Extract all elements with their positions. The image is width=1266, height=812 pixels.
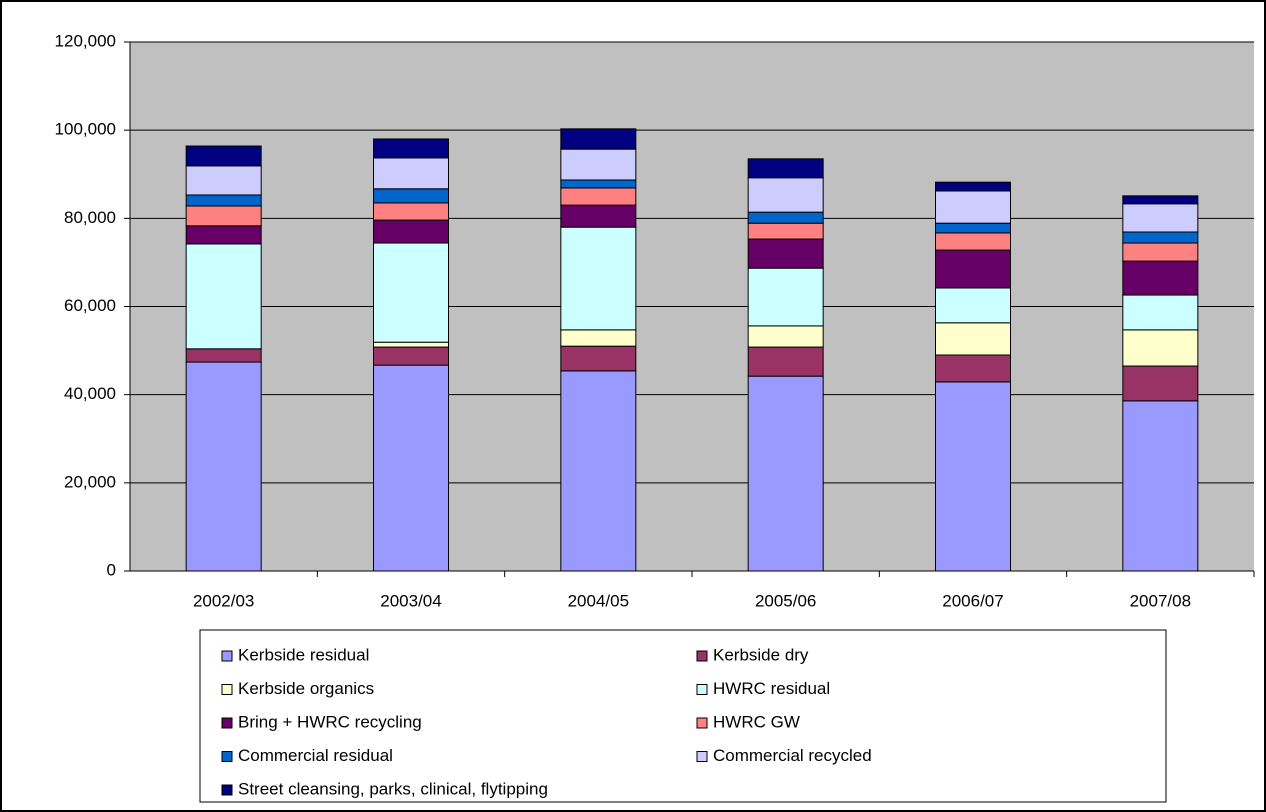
bar-segment bbox=[560, 187, 637, 206]
bar-segment bbox=[747, 158, 824, 179]
bar-segment bbox=[373, 341, 449, 348]
legend-swatch bbox=[221, 684, 233, 695]
bar-segment bbox=[560, 179, 637, 189]
legend-label: HWRC GW bbox=[713, 712, 800, 731]
y-tick-label: 80,000 bbox=[64, 208, 116, 227]
x-tick-label: 2006/07 bbox=[942, 591, 1003, 610]
x-tick-label: 2007/08 bbox=[1130, 591, 1191, 610]
legend-box bbox=[199, 629, 1167, 803]
y-tick-label: 0 bbox=[107, 560, 116, 579]
x-tick-label: 2002/03 bbox=[193, 591, 254, 610]
legend-label: Commercial residual bbox=[238, 746, 393, 765]
bar-segment bbox=[185, 225, 262, 245]
bar-segment bbox=[185, 165, 262, 196]
bar-segment bbox=[935, 190, 1011, 224]
bar-segment bbox=[560, 370, 637, 572]
bar-segment bbox=[373, 346, 449, 366]
bar-segment bbox=[560, 226, 637, 331]
bar-segment bbox=[747, 238, 824, 269]
bar-segment bbox=[747, 346, 824, 377]
bar-segment bbox=[935, 232, 1011, 251]
bar-segment bbox=[185, 205, 262, 227]
bar-segment bbox=[373, 242, 449, 343]
bar-segment bbox=[373, 157, 449, 190]
bar-segment bbox=[935, 354, 1011, 383]
bar-segment bbox=[373, 202, 449, 221]
bar-segment bbox=[1122, 242, 1199, 262]
bar-segment bbox=[935, 381, 1011, 572]
legend-swatch bbox=[221, 751, 233, 762]
legend-label: Kerbside dry bbox=[713, 645, 809, 664]
bar-segment bbox=[185, 145, 262, 167]
bar-segment bbox=[935, 222, 1011, 234]
bar-segment bbox=[747, 211, 824, 224]
bar-segment bbox=[935, 181, 1011, 192]
bar-segment bbox=[935, 249, 1011, 289]
bar-segment bbox=[1122, 294, 1199, 331]
y-tick-label: 100,000 bbox=[55, 120, 116, 139]
legend-label: Kerbside organics bbox=[238, 679, 374, 698]
bar-segment bbox=[185, 243, 262, 350]
y-tick-label: 20,000 bbox=[64, 472, 116, 491]
legend-swatch bbox=[221, 717, 233, 729]
x-tick-label: 2005/06 bbox=[755, 591, 816, 610]
bar-segment bbox=[373, 138, 449, 159]
bar-segment bbox=[1122, 203, 1199, 233]
bar-segment bbox=[1122, 329, 1199, 367]
x-tick-label: 2003/04 bbox=[380, 591, 441, 610]
legend-swatch bbox=[696, 650, 708, 662]
y-tick-label: 60,000 bbox=[64, 296, 116, 315]
legend-swatch bbox=[221, 784, 233, 796]
bar-segment bbox=[373, 188, 449, 204]
bar-segment bbox=[1122, 195, 1199, 205]
bar-segment bbox=[560, 329, 637, 347]
y-tick-label: 120,000 bbox=[55, 31, 116, 50]
bar-segment bbox=[373, 364, 449, 572]
bar-segment bbox=[1122, 400, 1199, 572]
legend-swatch bbox=[221, 650, 233, 662]
bar-segment bbox=[747, 267, 824, 327]
legend-label: Bring + HWRC recycling bbox=[238, 712, 422, 731]
bar-segment bbox=[560, 148, 637, 181]
bar-segment bbox=[185, 361, 262, 572]
bar-segment bbox=[1122, 365, 1199, 402]
bar-segment bbox=[560, 204, 637, 228]
legend-swatch bbox=[696, 751, 708, 762]
bar-segment bbox=[747, 177, 824, 213]
bar-segment bbox=[1122, 231, 1199, 244]
bar-segment bbox=[560, 345, 637, 372]
bar-segment bbox=[373, 219, 449, 244]
bar-segment bbox=[185, 194, 262, 207]
bar-segment bbox=[185, 348, 262, 363]
bar-segment bbox=[560, 128, 637, 150]
bar-segment bbox=[1122, 260, 1199, 296]
bar-segment bbox=[747, 325, 824, 348]
legend-label: HWRC residual bbox=[713, 679, 830, 698]
y-tick-label: 40,000 bbox=[64, 384, 116, 403]
legend-swatch bbox=[696, 717, 708, 729]
legend-label: Commercial recycled bbox=[713, 746, 872, 765]
bar-segment bbox=[935, 287, 1011, 324]
x-tick-label: 2004/05 bbox=[568, 591, 629, 610]
legend-label: Street cleansing, parks, clinical, flyti… bbox=[238, 779, 548, 798]
legend-label: Kerbside residual bbox=[238, 645, 369, 664]
bar-segment bbox=[747, 375, 824, 572]
bar-segment bbox=[935, 322, 1011, 356]
legend-swatch bbox=[696, 684, 708, 695]
bar-segment bbox=[747, 222, 824, 240]
